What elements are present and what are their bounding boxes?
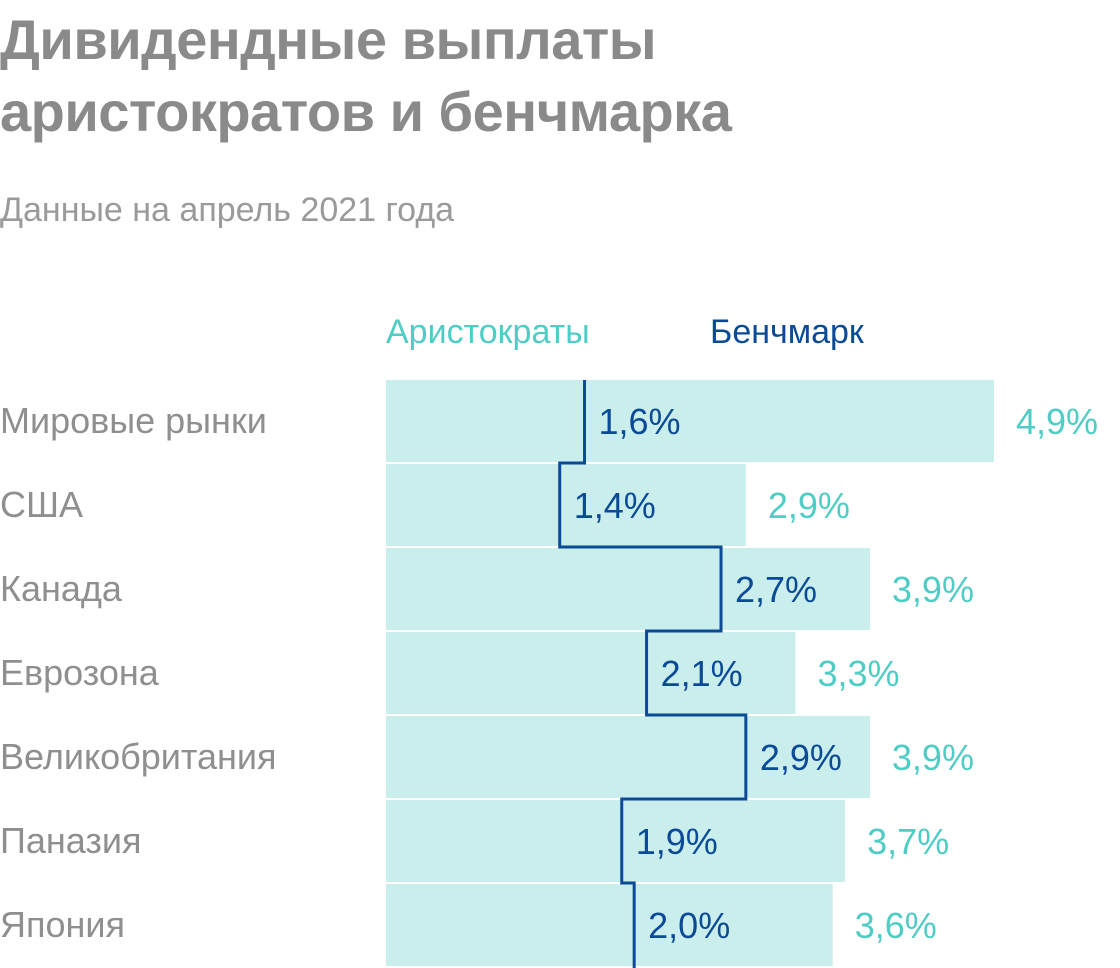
- aristocrats-value-label: 3,3%: [817, 653, 899, 694]
- aristocrats-bar: [386, 716, 870, 798]
- legend-benchmark: Бенчмарк: [710, 313, 864, 351]
- chart-title-line-1: Дивидендные выплаты: [0, 8, 657, 71]
- category-label: Канада: [0, 568, 122, 609]
- chart-title-line-2: аристократов и бенчмарка: [0, 80, 732, 143]
- aristocrats-value-label: 2,9%: [768, 485, 850, 526]
- category-label: Паназия: [0, 820, 142, 861]
- legend-aristocrats: Аристократы: [386, 313, 590, 351]
- benchmark-value-label: 1,4%: [574, 485, 656, 526]
- benchmark-value-label: 1,6%: [599, 401, 681, 442]
- benchmark-value-label: 2,7%: [735, 569, 817, 610]
- category-label: Мировые рынки: [0, 400, 267, 441]
- benchmark-value-label: 2,1%: [661, 653, 743, 694]
- aristocrats-bar: [386, 884, 833, 966]
- aristocrats-value-label: 3,9%: [892, 737, 974, 778]
- aristocrats-value-label: 3,9%: [892, 569, 974, 610]
- aristocrats-bar: [386, 800, 846, 882]
- benchmark-value-label: 2,0%: [648, 905, 730, 946]
- chart-subtitle: Данные на апрель 2021 года: [0, 191, 455, 229]
- aristocrats-bar: [386, 464, 746, 546]
- category-label: Япония: [0, 904, 125, 945]
- aristocrats-value-label: 4,9%: [1016, 401, 1098, 442]
- aristocrats-value-label: 3,7%: [867, 821, 949, 862]
- category-label: Великобритания: [0, 736, 277, 777]
- aristocrats-bar: [386, 380, 994, 462]
- aristocrats-bar: [386, 632, 796, 714]
- aristocrats-bar: [386, 548, 870, 630]
- aristocrats-value-label: 3,6%: [855, 905, 937, 946]
- category-label: США: [0, 484, 84, 525]
- chart-title: Дивидендные выплаты аристократов и бенчм…: [0, 4, 1110, 148]
- benchmark-value-label: 1,9%: [636, 821, 718, 862]
- benchmark-step-line: [558, 380, 748, 968]
- category-label: Еврозона: [0, 652, 159, 693]
- benchmark-value-label: 2,9%: [760, 737, 842, 778]
